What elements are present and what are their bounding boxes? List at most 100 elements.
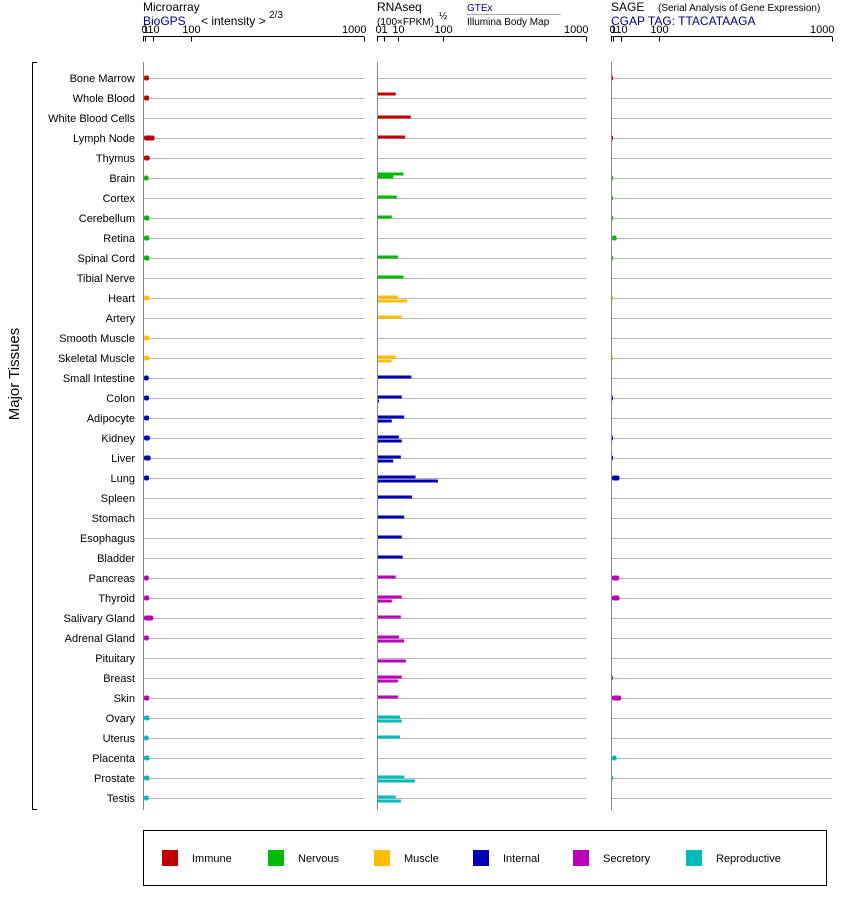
- microarray-bar: [144, 735, 149, 741]
- sage-bar: [612, 475, 620, 481]
- tissue-label: Adipocyte: [87, 413, 135, 425]
- sage-bar: [612, 175, 613, 181]
- tissue-label: Smooth Muscle: [59, 333, 135, 345]
- tissue-label: Bladder: [97, 553, 135, 565]
- tissue-label: Retina: [103, 233, 136, 245]
- sage-tick-label: 0: [610, 24, 616, 36]
- tissue-label: Ovary: [106, 713, 136, 725]
- tissue-label: Breast: [103, 673, 135, 685]
- tissue-label: Heart: [108, 293, 135, 305]
- sage-tick-label: 1: [610, 24, 616, 36]
- rnaseq-bar: [378, 615, 401, 619]
- rnaseq-bar: [378, 419, 392, 423]
- sage-subtitle: (Serial Analysis of Gene Expression): [658, 3, 820, 14]
- microarray-bar: [144, 75, 150, 81]
- legend-label: Reproductive: [716, 853, 781, 865]
- rnaseq-bar: [378, 92, 396, 96]
- tissue-label: Lymph Node: [73, 133, 135, 145]
- legend-label: Secretory: [603, 853, 651, 865]
- sage-bar: [612, 135, 613, 141]
- legend-swatch: [374, 850, 390, 866]
- microarray-tick-label: 10: [147, 24, 159, 36]
- rnaseq-tick-label: 100: [434, 24, 452, 36]
- rnaseq-bar: [378, 635, 399, 639]
- rnaseq-bar: [378, 439, 402, 443]
- microarray-bar: [144, 295, 150, 301]
- sage-bar: [612, 235, 617, 241]
- rnaseq-bar: [378, 479, 438, 483]
- tissue-label: White Blood Cells: [48, 113, 135, 125]
- sage-bar: [612, 435, 613, 441]
- microarray-bar: [144, 395, 150, 401]
- rnaseq-bar: [378, 399, 380, 403]
- sage-tick-label: 10: [615, 24, 627, 36]
- microarray-bar: [144, 95, 150, 101]
- rnaseq-bar: [378, 172, 404, 176]
- grid-layer: [143, 78, 832, 799]
- legend-label: Immune: [192, 853, 232, 865]
- rnaseq-bar: [378, 395, 402, 399]
- microarray-tick-label: 100: [182, 24, 200, 36]
- rnaseq-bar: [378, 255, 398, 259]
- rnaseq-bar: [378, 135, 406, 139]
- rnaseq-bar: [378, 435, 399, 439]
- rnaseq-tick-label: 1: [381, 24, 387, 36]
- microarray-scale-label: < intensity >: [201, 14, 266, 28]
- rnaseq-bar: [378, 375, 412, 379]
- microarray-bar: [144, 335, 150, 341]
- microarray-bar: [144, 795, 149, 801]
- sage-bar: [612, 195, 613, 201]
- tissue-label: Tibial Nerve: [77, 273, 135, 285]
- rnaseq-bar: [378, 359, 392, 363]
- rnaseq-bar: [378, 675, 402, 679]
- tissue-label: Pancreas: [89, 573, 136, 585]
- microarray-bar: [144, 475, 150, 481]
- rnaseq-title: RNAseq: [377, 0, 422, 14]
- tissue-label: Skeletal Muscle: [58, 353, 135, 365]
- tissue-label: Colon: [106, 393, 135, 405]
- sage-bar: [612, 75, 613, 81]
- tissue-label: Cortex: [103, 193, 136, 205]
- microarray-title: Microarray: [143, 0, 200, 14]
- rnaseq-bar: [378, 779, 415, 783]
- tissue-label: Prostate: [94, 773, 135, 785]
- microarray-bar: [144, 615, 154, 621]
- rnaseq-bar: [378, 515, 405, 519]
- legend-swatch: [268, 850, 284, 866]
- rnaseq-bar: [378, 215, 392, 219]
- rnaseq-unit: (100×FPKM): [377, 17, 434, 28]
- legend-label: Muscle: [404, 853, 439, 865]
- rnaseq-bar: [378, 775, 405, 779]
- tissue-label: Adrenal Gland: [65, 633, 135, 645]
- rnaseq-bar: [378, 599, 392, 603]
- rnaseq-bar: [378, 415, 405, 419]
- sage-bar: [612, 695, 622, 701]
- sage-tag: CGAP TAG: TTACATAAGA: [611, 14, 755, 28]
- rnaseq-bar: [378, 735, 400, 739]
- microarray-tick-label: 0: [142, 24, 148, 36]
- tissue-label: Liver: [111, 453, 135, 465]
- legend-swatch: [473, 850, 489, 866]
- legend: Immune Nervous Muscle Internal Secretory Repr…: [162, 850, 781, 866]
- sage-bar: [612, 455, 613, 461]
- microarray-scale-exp: 2/3: [269, 10, 283, 21]
- tissue-label: Placenta: [92, 753, 136, 765]
- microarray-bar: [144, 775, 150, 781]
- rnaseq-tick-label: 10: [392, 24, 404, 36]
- major-tissues-label: Major Tissues: [6, 328, 23, 421]
- rnaseq-bar: [378, 715, 400, 719]
- rnaseq-source-illumina: Illumina Body Map: [467, 17, 550, 28]
- microarray-bar: [144, 175, 149, 181]
- microarray-bar: [144, 355, 150, 361]
- tissue-label: Esophagus: [80, 533, 136, 545]
- rnaseq-bar: [378, 659, 406, 663]
- tissue-label: Bone Marrow: [70, 73, 135, 85]
- legend-label: Internal: [503, 853, 540, 865]
- tissue-label: Artery: [106, 313, 136, 325]
- microarray-bar: [144, 155, 150, 161]
- rnaseq-bar: [378, 799, 401, 803]
- microarray-bar: [144, 235, 150, 241]
- tissue-label: Thyroid: [98, 593, 135, 605]
